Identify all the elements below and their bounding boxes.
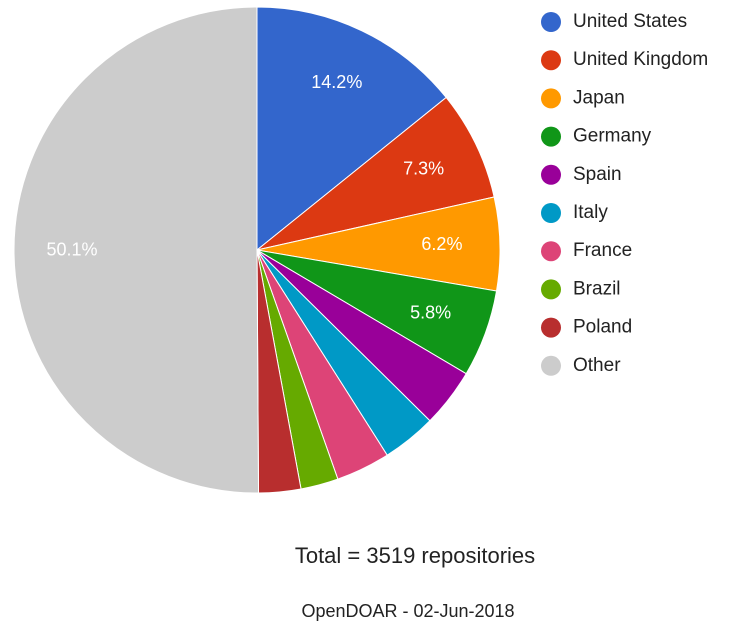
legend-swatch <box>541 126 561 147</box>
legend-label: Poland <box>573 317 632 338</box>
pie-slice <box>13 6 260 494</box>
legend-label: Other <box>573 355 621 376</box>
slice-label: 5.8% <box>410 303 451 323</box>
total-note: Total = 3519 repositories <box>295 543 535 568</box>
slice-label: 7.3% <box>403 158 444 178</box>
legend-swatch <box>541 241 561 262</box>
slice-label: 50.1% <box>46 239 97 259</box>
legend-swatch <box>541 317 561 338</box>
legend-label: United States <box>573 11 687 32</box>
legend-swatch <box>541 50 561 71</box>
pie-slice <box>256 6 447 252</box>
legend-label: Spain <box>573 164 622 185</box>
legend-swatch <box>541 164 561 185</box>
legend-label: Japan <box>573 87 625 108</box>
legend-swatch <box>541 279 561 300</box>
legend-label: Brazil <box>573 278 621 299</box>
legend-label: Italy <box>573 202 608 223</box>
legend-label: Germany <box>573 126 652 147</box>
pie-slice <box>256 96 495 251</box>
slice-label: 6.2% <box>421 234 462 254</box>
legend-swatch <box>541 355 561 376</box>
slice-label: 14.2% <box>311 72 362 92</box>
legend-swatch <box>541 12 561 32</box>
legend-swatch <box>541 88 561 109</box>
legend-swatch <box>541 203 561 223</box>
legend-label: France <box>573 240 632 261</box>
legend-label: United Kingdom <box>573 49 708 70</box>
source-note: OpenDOAR - 02-Jun-2018 <box>301 601 514 621</box>
